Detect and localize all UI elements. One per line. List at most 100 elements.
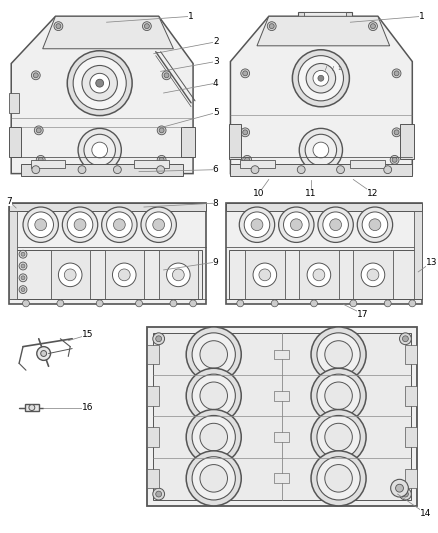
Bar	[50, 251, 90, 300]
Bar	[230, 124, 241, 159]
Circle shape	[244, 212, 270, 238]
Circle shape	[28, 212, 53, 238]
Bar	[406, 469, 417, 488]
Circle shape	[243, 71, 247, 76]
Circle shape	[297, 166, 305, 174]
Circle shape	[74, 219, 86, 231]
Circle shape	[156, 336, 162, 342]
Bar	[147, 386, 159, 406]
Circle shape	[371, 23, 375, 29]
Circle shape	[35, 219, 46, 231]
Circle shape	[317, 333, 360, 376]
Circle shape	[311, 451, 366, 506]
Circle shape	[118, 269, 130, 281]
Circle shape	[34, 126, 43, 135]
Bar	[406, 427, 417, 447]
Circle shape	[19, 274, 27, 282]
Text: 5: 5	[213, 108, 219, 117]
Circle shape	[313, 142, 329, 158]
Circle shape	[399, 488, 411, 500]
Circle shape	[153, 333, 165, 345]
Circle shape	[19, 286, 27, 294]
Bar	[240, 160, 275, 168]
Circle shape	[311, 300, 318, 307]
Circle shape	[271, 300, 278, 307]
Circle shape	[403, 336, 408, 342]
Circle shape	[73, 56, 126, 110]
Bar	[226, 203, 422, 304]
Circle shape	[58, 263, 82, 287]
Circle shape	[313, 70, 329, 86]
Circle shape	[56, 23, 61, 29]
Circle shape	[96, 300, 103, 307]
Circle shape	[67, 51, 132, 116]
Circle shape	[142, 22, 151, 30]
Circle shape	[394, 130, 399, 135]
Text: 10: 10	[253, 189, 265, 198]
Text: 8: 8	[213, 199, 219, 207]
Bar	[134, 160, 169, 168]
Circle shape	[325, 423, 352, 451]
Circle shape	[136, 300, 142, 307]
Circle shape	[157, 156, 166, 164]
Bar	[230, 251, 418, 300]
Circle shape	[78, 166, 86, 174]
Circle shape	[113, 219, 125, 231]
Circle shape	[305, 134, 336, 166]
Circle shape	[192, 374, 235, 417]
Circle shape	[173, 269, 184, 281]
Circle shape	[54, 22, 63, 30]
Bar	[159, 251, 198, 300]
Circle shape	[19, 262, 27, 270]
Bar	[147, 327, 417, 506]
Circle shape	[311, 409, 366, 465]
Circle shape	[186, 327, 241, 382]
Circle shape	[325, 465, 352, 492]
Circle shape	[84, 134, 116, 166]
Bar	[274, 350, 290, 359]
Bar	[350, 160, 385, 168]
Circle shape	[41, 351, 46, 357]
Bar	[406, 345, 417, 365]
Text: 16: 16	[82, 403, 94, 412]
Circle shape	[113, 166, 121, 174]
Bar	[31, 160, 65, 168]
Circle shape	[368, 22, 378, 30]
Circle shape	[36, 128, 41, 133]
Text: 15: 15	[82, 330, 94, 340]
Circle shape	[317, 374, 360, 417]
Bar	[9, 211, 17, 300]
Circle shape	[311, 368, 366, 423]
Bar	[414, 211, 422, 300]
Circle shape	[153, 219, 165, 231]
Bar	[226, 203, 422, 211]
Circle shape	[156, 491, 162, 497]
Bar	[299, 251, 339, 300]
Circle shape	[22, 300, 29, 307]
Circle shape	[170, 300, 177, 307]
Circle shape	[166, 263, 190, 287]
Circle shape	[392, 157, 397, 163]
Circle shape	[19, 251, 27, 258]
Circle shape	[90, 74, 110, 93]
Circle shape	[64, 269, 76, 281]
Circle shape	[36, 156, 45, 164]
Circle shape	[159, 157, 164, 163]
Circle shape	[325, 382, 352, 409]
Circle shape	[361, 263, 385, 287]
Bar	[21, 164, 183, 175]
Circle shape	[186, 368, 241, 423]
Bar	[9, 203, 206, 211]
Circle shape	[367, 269, 379, 281]
Circle shape	[21, 252, 25, 256]
Circle shape	[237, 300, 244, 307]
Circle shape	[200, 423, 227, 451]
Circle shape	[37, 346, 50, 360]
Circle shape	[192, 415, 235, 459]
Bar	[9, 93, 19, 112]
Circle shape	[21, 276, 25, 280]
Circle shape	[200, 341, 227, 368]
Circle shape	[164, 73, 169, 78]
Circle shape	[299, 128, 343, 172]
Circle shape	[306, 63, 336, 93]
